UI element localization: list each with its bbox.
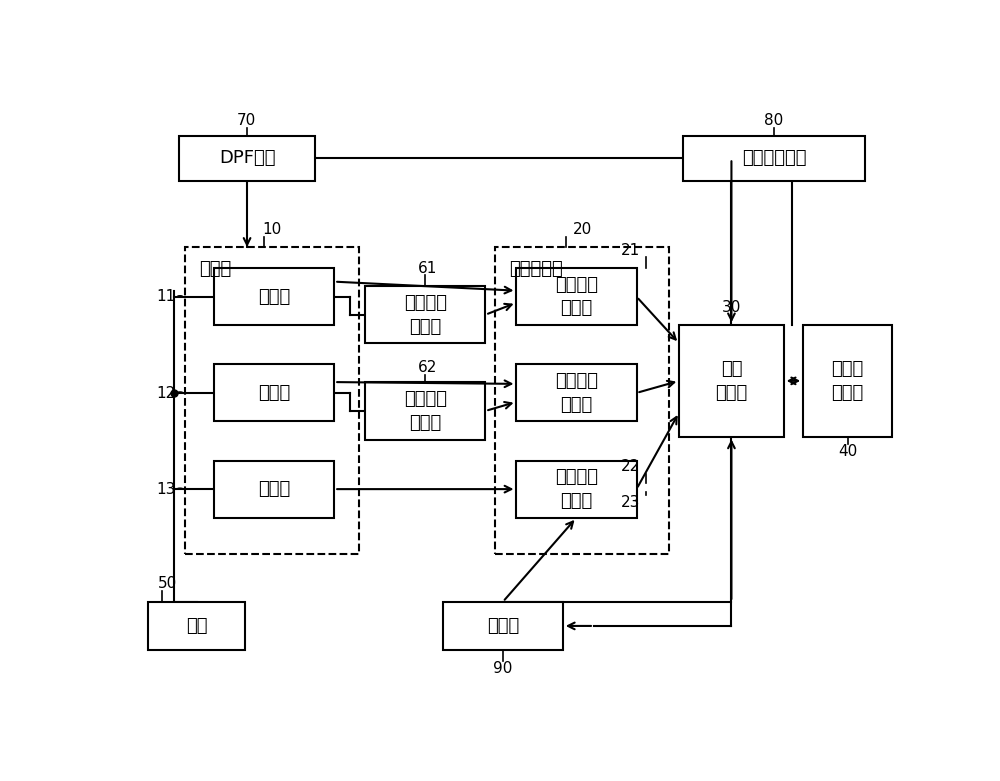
Bar [214, 364, 334, 422]
Bar [516, 268, 637, 325]
Text: 本体部: 本体部 [258, 480, 290, 498]
Text: 13: 13 [156, 482, 176, 497]
Text: 第一温度
传感器: 第一温度 传感器 [404, 294, 447, 336]
Bar [214, 268, 334, 325]
Bar [495, 247, 669, 554]
Bar [148, 602, 245, 650]
Text: 作业动作
判断部: 作业动作 判断部 [555, 276, 598, 318]
Bar [679, 325, 784, 437]
Text: 62: 62 [418, 360, 437, 375]
Text: 作业部: 作业部 [258, 287, 290, 305]
Text: 80: 80 [764, 113, 783, 128]
Text: 动作部: 动作部 [199, 260, 231, 278]
Bar [683, 136, 865, 181]
Bar [365, 286, 485, 344]
Text: 10: 10 [263, 222, 282, 237]
Text: 70: 70 [237, 113, 256, 128]
Bar [214, 461, 334, 518]
Text: 行驶动作
判断部: 行驶动作 判断部 [555, 372, 598, 414]
Bar [516, 461, 637, 518]
Text: 23: 23 [621, 495, 640, 510]
Text: 行驶部: 行驶部 [258, 384, 290, 402]
Text: 发动机
控制部: 发动机 控制部 [832, 360, 864, 401]
Text: 车辆
控制部: 车辆 控制部 [715, 360, 748, 401]
Text: 30: 30 [721, 300, 741, 315]
Bar [803, 325, 892, 437]
Text: 油箱: 油箱 [186, 617, 207, 635]
Text: 40: 40 [838, 444, 858, 459]
Bar [365, 383, 485, 440]
Text: 旋回动作
判断部: 旋回动作 判断部 [555, 469, 598, 510]
Text: 21: 21 [621, 243, 640, 258]
Text: DPF开关: DPF开关 [219, 149, 275, 167]
Bar [185, 247, 359, 554]
Text: 11: 11 [156, 290, 176, 305]
Text: 22: 22 [621, 459, 640, 474]
Text: 20: 20 [573, 222, 592, 237]
Text: 12: 12 [156, 386, 176, 401]
Text: 50: 50 [158, 576, 177, 591]
Text: 第二温度
传感器: 第二温度 传感器 [404, 390, 447, 432]
Text: 61: 61 [418, 261, 437, 276]
Bar [443, 602, 563, 650]
Text: 动作判断部: 动作判断部 [509, 260, 562, 278]
Text: 90: 90 [493, 661, 512, 676]
Text: 自动怠速开关: 自动怠速开关 [742, 149, 806, 167]
Text: 仪表盘: 仪表盘 [487, 617, 519, 635]
Bar [179, 136, 315, 181]
Bar [516, 364, 637, 422]
